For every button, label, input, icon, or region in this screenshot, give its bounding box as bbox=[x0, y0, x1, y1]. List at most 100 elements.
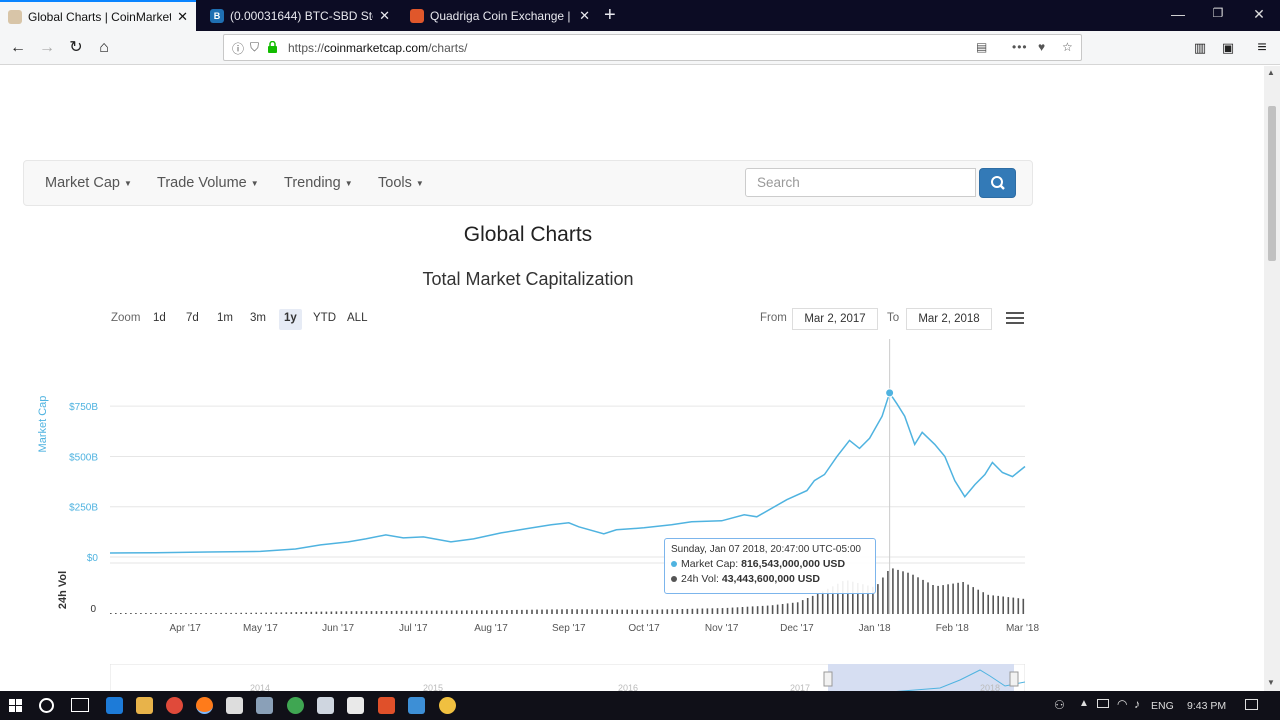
clock[interactable]: 9:43 PM bbox=[1187, 700, 1227, 712]
market-cap-chart[interactable]: $0 $250B $500B $750B 0 Market Cap 24h Vol Ap… bbox=[0, 336, 1056, 636]
volume-bar bbox=[150, 613, 152, 614]
scroll-down-icon[interactable]: ▼ bbox=[1267, 678, 1275, 687]
caret-down-icon: ▼ bbox=[250, 178, 259, 188]
new-tab-plus-icon[interactable]: + bbox=[604, 4, 616, 26]
brave-icon[interactable] bbox=[378, 697, 395, 714]
volume-bar bbox=[536, 609, 538, 614]
nav-market-cap[interactable]: Market Cap ▼ bbox=[45, 175, 132, 191]
app-icon[interactable] bbox=[287, 697, 304, 714]
close-tab-icon[interactable]: ✕ bbox=[379, 7, 390, 23]
tab-global-charts[interactable]: Global Charts | CoinMarketCap ✕ bbox=[0, 0, 196, 31]
url-bar[interactable]: ⓘ ⛉ https://coinmarketcap.com/charts/ ▤ … bbox=[223, 34, 1082, 61]
volume-bar bbox=[997, 595, 999, 614]
search-button[interactable] bbox=[979, 168, 1016, 198]
volume-icon[interactable]: ♪ bbox=[1134, 697, 1140, 711]
pocket-icon[interactable]: ♥ bbox=[1038, 40, 1046, 54]
chrome-icon[interactable] bbox=[166, 697, 183, 714]
volume-bar bbox=[786, 603, 789, 614]
zoom-1m-button[interactable]: 1m bbox=[217, 312, 233, 324]
app-icon[interactable] bbox=[408, 697, 425, 714]
volume-bar bbox=[867, 585, 869, 614]
scroll-up-icon[interactable]: ▲ bbox=[1267, 68, 1275, 77]
restore-icon[interactable]: ❐ bbox=[1212, 6, 1224, 20]
from-date-input[interactable]: Mar 2, 2017 bbox=[792, 308, 878, 330]
zoom-1y-button[interactable]: 1y bbox=[279, 309, 302, 330]
volume-bar bbox=[611, 609, 613, 614]
chart-menu-icon[interactable] bbox=[1006, 312, 1024, 326]
task-view-icon[interactable] bbox=[71, 698, 89, 712]
app-icon[interactable] bbox=[256, 697, 273, 714]
to-date-input[interactable]: Mar 2, 2018 bbox=[906, 308, 992, 330]
volume-bar bbox=[135, 613, 137, 614]
info-icon[interactable]: ⓘ bbox=[232, 42, 245, 56]
people-icon[interactable]: ⚇ bbox=[1054, 698, 1065, 712]
firefox-icon[interactable] bbox=[196, 697, 213, 714]
battery-icon[interactable] bbox=[1097, 699, 1109, 708]
back-arrow-icon[interactable]: ← bbox=[10, 39, 26, 56]
chrome-canary-icon[interactable] bbox=[439, 697, 456, 714]
volume-bar bbox=[791, 602, 794, 614]
volume-bar bbox=[661, 609, 664, 614]
volume-bar bbox=[285, 612, 288, 614]
zoom-all-button[interactable]: ALL bbox=[347, 312, 368, 324]
tracking-shield-icon[interactable]: ⛉ bbox=[250, 40, 260, 54]
navigator-right-handle[interactable] bbox=[1009, 671, 1019, 687]
chart-navigator[interactable]: 2014 2015 2016 2017 2018 bbox=[110, 664, 1025, 691]
zoom-3m-button[interactable]: 3m bbox=[250, 312, 266, 324]
zoom-ytd-button[interactable]: YTD bbox=[313, 312, 336, 324]
home-icon[interactable]: ⌂ bbox=[99, 39, 109, 56]
page-scrollbar[interactable]: ▲ ▼ bbox=[1264, 66, 1280, 691]
tab-btc-sbd[interactable]: B (0.00031644) BTC-SBD SteemDollars ✕ bbox=[202, 0, 398, 31]
search-input[interactable]: Search bbox=[745, 168, 976, 197]
reload-icon[interactable]: ↻ bbox=[69, 39, 83, 56]
volume-bar bbox=[852, 581, 854, 614]
language-indicator[interactable]: ENG bbox=[1151, 700, 1174, 712]
action-center-icon[interactable] bbox=[1245, 699, 1258, 710]
file-explorer-icon[interactable] bbox=[136, 697, 153, 714]
tab-quadriga[interactable]: Quadriga Coin Exchange | Referral ✕ bbox=[402, 0, 598, 31]
scrollbar-thumb[interactable] bbox=[1268, 106, 1276, 261]
y-tick-label: $0 bbox=[87, 553, 99, 564]
windows-start-icon[interactable] bbox=[9, 699, 23, 713]
bookmark-star-icon[interactable]: ☆ bbox=[1062, 40, 1073, 54]
navigator-left-handle[interactable] bbox=[823, 671, 833, 687]
volume-bar bbox=[355, 611, 358, 614]
windows-taskbar: ⚇ ▲ ◠ ♪ ENG 9:43 PM bbox=[0, 691, 1280, 720]
forward-arrow-icon[interactable]: → bbox=[39, 39, 55, 56]
volume-bar bbox=[691, 608, 694, 614]
nav-trending[interactable]: Trending ▼ bbox=[284, 175, 353, 191]
volume-bar bbox=[601, 609, 603, 614]
volume-bar bbox=[260, 612, 262, 614]
show-hidden-icons-icon[interactable]: ▲ bbox=[1079, 698, 1089, 709]
url-text[interactable]: https://coinmarketcap.com/charts/ bbox=[288, 41, 468, 55]
reader-view-icon[interactable]: ▤ bbox=[976, 40, 988, 54]
close-tab-icon[interactable]: ✕ bbox=[579, 7, 590, 23]
wifi-icon[interactable]: ◠ bbox=[1117, 697, 1128, 711]
nav-trade-volume[interactable]: Trade Volume ▼ bbox=[157, 175, 259, 191]
sidebar-icon[interactable]: ▣ bbox=[1221, 40, 1235, 55]
notepad-icon[interactable] bbox=[226, 697, 243, 714]
lock-icon[interactable] bbox=[267, 41, 278, 54]
navigator-selection[interactable] bbox=[828, 664, 1014, 691]
close-window-icon[interactable]: ✕ bbox=[1253, 6, 1265, 22]
tooltip-label: Market Cap: bbox=[681, 558, 739, 570]
volume-bar bbox=[972, 587, 974, 614]
calculator-icon[interactable] bbox=[347, 697, 364, 714]
zoom-1d-button[interactable]: 1d bbox=[153, 312, 166, 324]
page-actions-icon[interactable]: ••• bbox=[1012, 40, 1028, 54]
edge-icon[interactable] bbox=[106, 697, 123, 714]
volume-bar bbox=[561, 609, 563, 614]
market-cap-line bbox=[109, 391, 1026, 554]
library-icon[interactable]: ▥ bbox=[1193, 40, 1207, 55]
zoom-7d-button[interactable]: 7d bbox=[186, 312, 199, 324]
hamburger-menu-icon[interactable]: ≡ bbox=[1257, 39, 1267, 56]
volume-bar bbox=[776, 604, 779, 614]
caret-down-icon: ▼ bbox=[344, 178, 353, 188]
tooltip-market-cap: Market Cap: 816,543,000,000 USD bbox=[671, 558, 869, 570]
nav-tools[interactable]: Tools ▼ bbox=[378, 175, 424, 191]
minimize-icon[interactable]: — bbox=[1171, 6, 1185, 22]
cortana-search-icon[interactable] bbox=[39, 698, 54, 713]
close-tab-icon[interactable]: ✕ bbox=[177, 8, 188, 24]
volume-bar bbox=[952, 583, 954, 614]
mail-icon[interactable] bbox=[317, 697, 334, 714]
